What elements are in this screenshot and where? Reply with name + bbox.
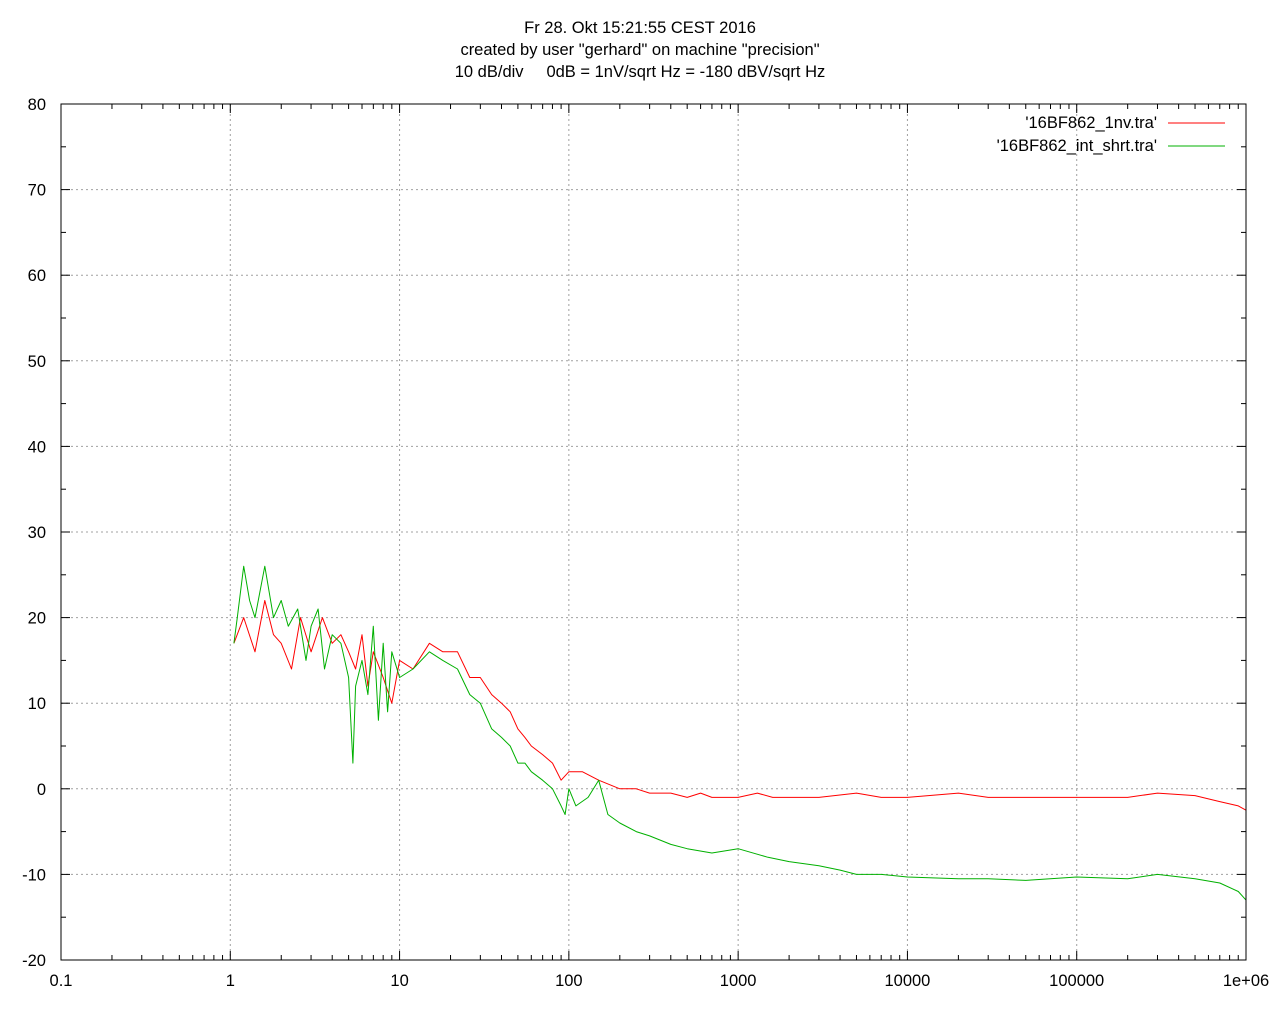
- y-tick-label: 0: [37, 781, 46, 799]
- y-tick-label: -20: [22, 952, 46, 970]
- legend-label-1: '16BF862_1nv.tra': [1025, 114, 1157, 132]
- series-line-2: [233, 565, 1247, 901]
- plot-frame: [60, 103, 1247, 961]
- x-tick-label: 10000: [884, 972, 930, 990]
- legend: '16BF862_1nv.tra' '16BF862_int_shrt.tra': [997, 114, 1225, 155]
- series-line-1: [233, 600, 1247, 811]
- y-tick-label: 70: [28, 182, 46, 200]
- x-tick-label: 1e+06: [1223, 972, 1269, 990]
- y-tick-label: 20: [28, 610, 46, 628]
- legend-label-2: '16BF862_int_shrt.tra': [997, 137, 1157, 155]
- x-tick-label: 100: [555, 972, 583, 990]
- grid: [61, 104, 1246, 960]
- chart-title-line-2: created by user "gerhard" on machine "pr…: [460, 41, 820, 59]
- x-tick-label: 10: [390, 972, 408, 990]
- y-tick-label: 50: [28, 353, 46, 371]
- y-tick-label: -10: [22, 866, 46, 884]
- chart-title-line-1: Fr 28. Okt 15:21:55 CEST 2016: [524, 19, 756, 37]
- y-tick-label: 30: [28, 524, 46, 542]
- y-tick-label: 80: [28, 96, 46, 114]
- x-tick-label: 1: [226, 972, 235, 990]
- tick-labels: 0.1 1 10 100 1000 10000 100000 1e+0680706050403…: [22, 96, 1269, 990]
- x-tick-label: 0.1: [50, 972, 73, 990]
- y-tick-label: 10: [28, 695, 46, 713]
- chart-title-line-3: 10 dB/div 0dB = 1nV/sqrt Hz = -180 dBV/s…: [454, 63, 826, 81]
- y-tick-label: 40: [28, 438, 46, 456]
- y-tick-label: 60: [28, 267, 46, 285]
- series-group: [233, 565, 1247, 901]
- axis-ticks: [60, 103, 1247, 961]
- x-tick-label: 100000: [1049, 972, 1104, 990]
- x-tick-label: 1000: [720, 972, 757, 990]
